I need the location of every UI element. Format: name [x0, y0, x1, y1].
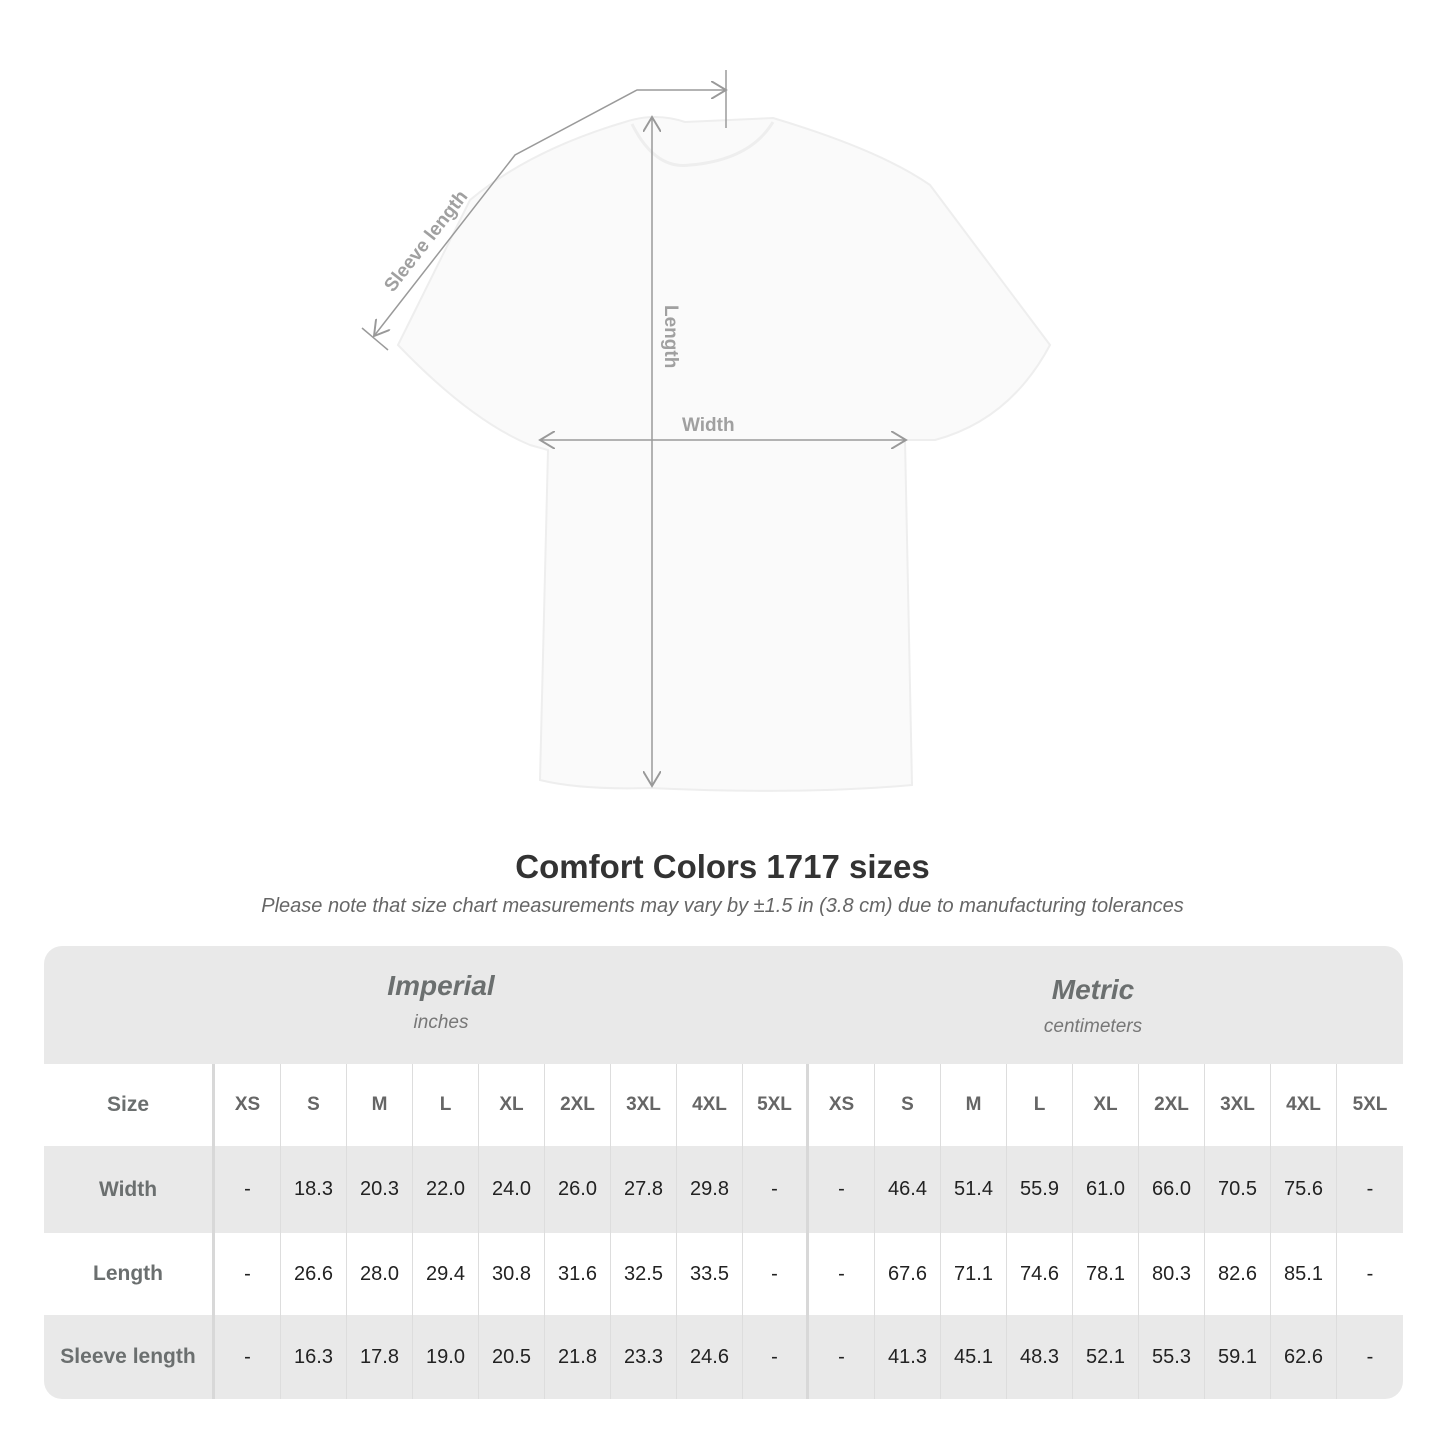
size-table: Imperial inches Metric centimeters Size … [44, 946, 1403, 1399]
value-cell: 67.6 [875, 1233, 941, 1315]
size-header-cell: S [281, 1064, 347, 1146]
size-header-cell: S [875, 1064, 941, 1146]
value-cell: 33.5 [677, 1233, 743, 1315]
imperial-group: Imperial inches [215, 946, 667, 1064]
value-cell: 55.9 [1007, 1146, 1073, 1233]
value-cell: 17.8 [347, 1315, 413, 1399]
value-cell: 61.0 [1073, 1146, 1139, 1233]
value-cell: 29.8 [677, 1146, 743, 1233]
value-cell: 48.3 [1007, 1315, 1073, 1399]
size-label: Size [44, 1064, 215, 1146]
size-header-cell: XL [479, 1064, 545, 1146]
value-cell: - [215, 1315, 281, 1399]
size-header-row: Size XS S M L XL 2XL 3XL 4XL 5XL XS S M L XL 2XL 3XL 4XL… [44, 1064, 1403, 1146]
value-cell: 27.8 [611, 1146, 677, 1233]
value-cell: - [809, 1233, 875, 1315]
value-cell: 74.6 [1007, 1233, 1073, 1315]
value-cell: 30.8 [479, 1233, 545, 1315]
value-cell: - [743, 1315, 809, 1399]
value-cell: 26.0 [545, 1146, 611, 1233]
value-cell: - [743, 1146, 809, 1233]
size-header-cell: M [347, 1064, 413, 1146]
value-cell: - [1366, 1345, 1374, 1368]
value-cell: 52.1 [1073, 1315, 1139, 1399]
size-header-cell: 4XL [677, 1064, 743, 1146]
sleeve-measure-line [374, 90, 726, 336]
value-cell: 18.3 [281, 1146, 347, 1233]
value-cell: 24.6 [677, 1315, 743, 1399]
value-cell: 26.6 [281, 1233, 347, 1315]
value-cell: 46.4 [875, 1146, 941, 1233]
value-cell: 82.6 [1205, 1233, 1271, 1315]
value-cell: 59.1 [1205, 1315, 1271, 1399]
value-cell: 24.0 [479, 1146, 545, 1233]
row-label: Width [44, 1146, 215, 1233]
tolerance-note: Please note that size chart measurements… [261, 895, 1184, 917]
value-cell: - [809, 1315, 875, 1399]
value-cell: 20.3 [347, 1146, 413, 1233]
value-cell: 75.6 [1271, 1146, 1337, 1233]
size-header-cell: 4XL [1271, 1064, 1337, 1146]
value-cell: 19.0 [413, 1315, 479, 1399]
group-name: Imperial [387, 970, 495, 1001]
value-cell: 16.3 [281, 1315, 347, 1399]
value-cell: 85.1 [1271, 1233, 1337, 1315]
value-cell: - [1366, 1262, 1374, 1285]
group-unit: centimeters [1043, 1016, 1143, 1037]
value-cell: 31.6 [545, 1233, 611, 1315]
size-header-cell: XS [809, 1064, 875, 1146]
size-header-cell: 2XL [545, 1064, 611, 1146]
value-cell: 32.5 [611, 1233, 677, 1315]
value-cell: 70.5 [1205, 1146, 1271, 1233]
group-unit: inches [413, 1012, 469, 1033]
value-cell: 21.8 [545, 1315, 611, 1399]
value-cell: 22.0 [413, 1146, 479, 1233]
size-header-cell: XS [215, 1064, 281, 1146]
value-cell: 80.3 [1139, 1233, 1205, 1315]
size-header-cell: L [1007, 1064, 1073, 1146]
size-header-cell: L [413, 1064, 479, 1146]
group-name: Metric [1051, 974, 1135, 1005]
value-cell: 41.3 [875, 1315, 941, 1399]
tshirt-diagram: Sleeve length Length Width [361, 70, 1052, 792]
size-header-cell: M [941, 1064, 1007, 1146]
table-row: Width -18.3 20.3 22.0 24.0 26.0 27.8 29.8- -46.4… [44, 1146, 1403, 1233]
row-label: Length [44, 1233, 215, 1315]
chart-title: Comfort Colors 1717 sizes [515, 848, 930, 885]
size-header-cell: 3XL [1205, 1064, 1271, 1146]
size-header-cell: XL [1073, 1064, 1139, 1146]
value-cell: 51.4 [941, 1146, 1007, 1233]
value-cell: - [809, 1146, 875, 1233]
size-header-cell: 3XL [611, 1064, 677, 1146]
value-cell: - [215, 1233, 281, 1315]
value-cell: 20.5 [479, 1315, 545, 1399]
value-cell: 62.6 [1271, 1315, 1337, 1399]
value-cell: 55.3 [1139, 1315, 1205, 1399]
value-cell: - [1366, 1178, 1374, 1200]
tshirt-shape [396, 116, 1052, 792]
width-label: Width [682, 415, 735, 436]
table-row: Length -26.6 28.0 29.4 30.8 31.6 32.5 33.5- -67.… [44, 1233, 1403, 1315]
value-cell: 71.1 [941, 1233, 1007, 1315]
value-cell: 78.1 [1073, 1233, 1139, 1315]
size-header-cell: 5XL [1352, 1094, 1388, 1115]
length-label: Length [660, 305, 681, 368]
row-label: Sleeve length [44, 1315, 215, 1399]
size-header-cell: 5XL [743, 1064, 809, 1146]
value-cell: - [215, 1146, 281, 1233]
value-cell: - [743, 1233, 809, 1315]
value-cell: 29.4 [413, 1233, 479, 1315]
size-header-cell: 2XL [1139, 1064, 1205, 1146]
value-cell: 45.1 [941, 1315, 1007, 1399]
value-cell: 66.0 [1139, 1146, 1205, 1233]
metric-group: Metric centimeters [813, 946, 1373, 1064]
table-row: Sleeve length -16.3 17.8 19.0 20.5 21.8 23.3 24… [44, 1315, 1403, 1399]
value-cell: 23.3 [611, 1315, 677, 1399]
value-cell: 28.0 [347, 1233, 413, 1315]
group-header-band [44, 946, 1403, 1064]
